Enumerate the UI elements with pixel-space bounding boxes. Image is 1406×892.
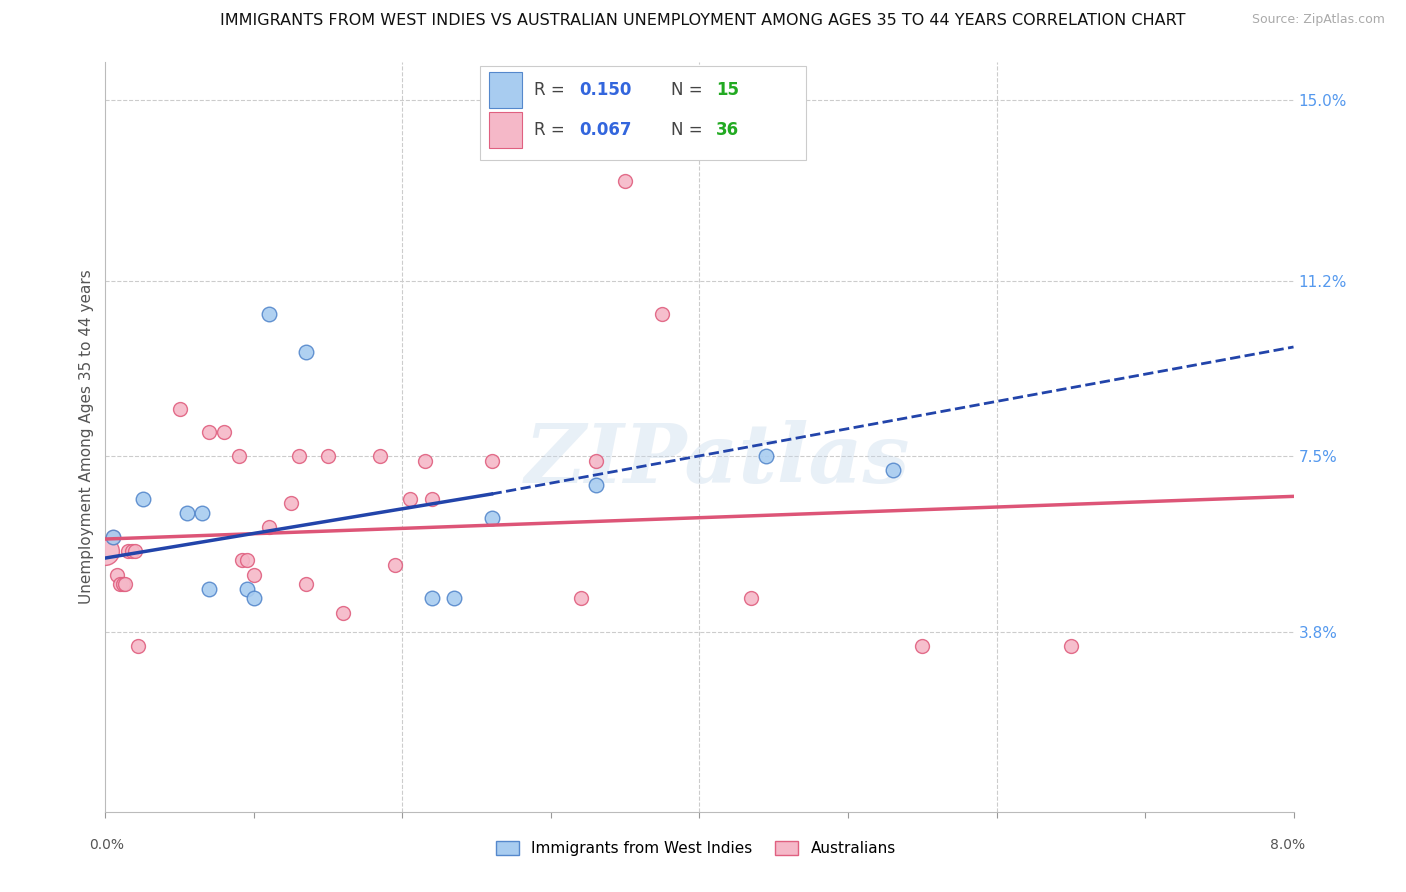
Point [911,639,934,653]
Point [257,520,280,534]
Point [614,174,637,188]
Point [651,307,673,321]
Point [420,491,443,506]
Text: N =: N = [671,81,707,99]
Text: 36: 36 [716,121,740,139]
Point [110,577,132,591]
Point [214,425,236,440]
Point [755,449,778,463]
Point [131,491,153,506]
Point [235,582,257,596]
Point [235,553,257,567]
Point [481,454,503,468]
Point [443,591,465,606]
Point [882,463,904,477]
Text: R =: R = [534,121,571,139]
Point [243,567,266,582]
Point [569,591,592,606]
Point [121,544,143,558]
Point [413,454,436,468]
Point [198,425,221,440]
Point [105,567,128,582]
Point [101,530,124,544]
Point [368,449,391,463]
Point [169,401,191,416]
Point [114,577,136,591]
Point [481,510,503,524]
Text: ZIPatlas: ZIPatlas [524,419,910,500]
Point [112,577,135,591]
Text: 0.0%: 0.0% [90,838,124,852]
Point [124,544,146,558]
Point [1060,639,1083,653]
Text: R =: R = [534,81,571,99]
Point [101,530,124,544]
Point [176,506,198,520]
Point [280,496,302,510]
Legend: Immigrants from West Indies, Australians: Immigrants from West Indies, Australians [491,835,901,862]
Point [295,344,318,359]
FancyBboxPatch shape [489,112,523,148]
Text: Source: ZipAtlas.com: Source: ZipAtlas.com [1251,13,1385,27]
Text: N =: N = [671,121,707,139]
FancyBboxPatch shape [489,72,523,108]
Point [243,591,266,606]
Point [287,449,309,463]
Point [94,544,117,558]
Point [420,591,443,606]
Point [384,558,406,573]
Point [399,491,422,506]
Text: 15: 15 [716,81,740,99]
FancyBboxPatch shape [479,66,807,160]
Text: 0.150: 0.150 [579,81,631,99]
Point [228,449,250,463]
Point [231,553,253,567]
Text: 0.067: 0.067 [579,121,631,139]
Point [585,454,607,468]
Point [740,591,762,606]
Point [295,577,318,591]
Point [585,477,607,491]
Point [316,449,339,463]
Text: 8.0%: 8.0% [1271,838,1305,852]
Point [191,506,214,520]
Text: IMMIGRANTS FROM WEST INDIES VS AUSTRALIAN UNEMPLOYMENT AMONG AGES 35 TO 44 YEARS: IMMIGRANTS FROM WEST INDIES VS AUSTRALIA… [221,13,1185,29]
Point [127,639,149,653]
Point [198,582,221,596]
Point [332,606,354,620]
Y-axis label: Unemployment Among Ages 35 to 44 years: Unemployment Among Ages 35 to 44 years [79,269,94,605]
Point [117,544,139,558]
Point [257,307,280,321]
